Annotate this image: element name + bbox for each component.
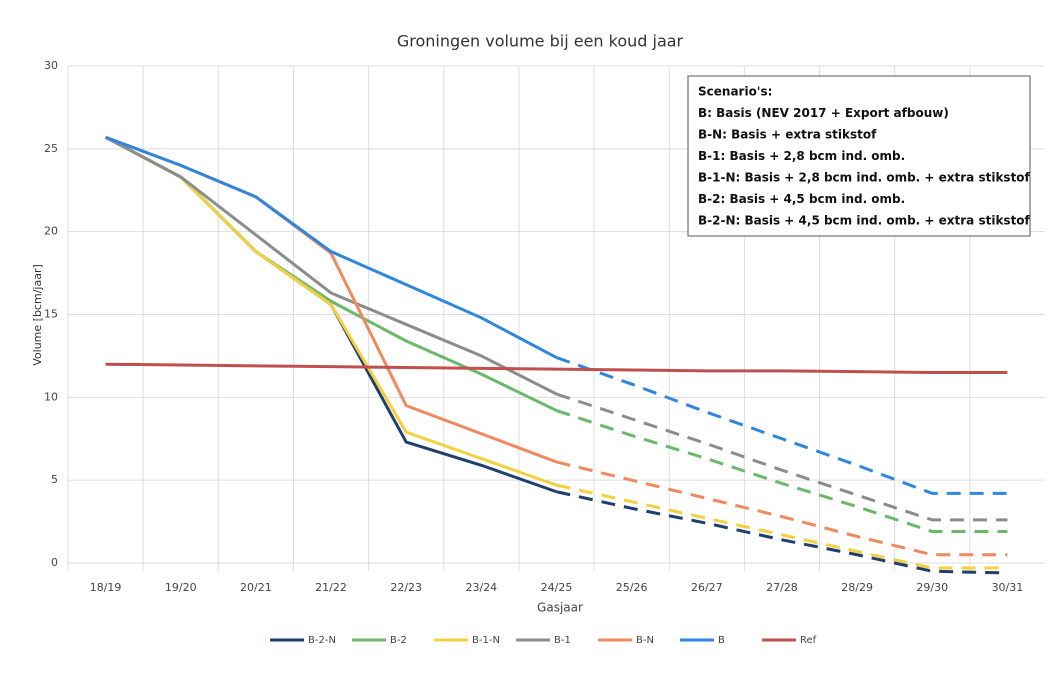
x-tick-label: 29/30 bbox=[916, 581, 948, 594]
x-axis-label: Gasjaar bbox=[537, 601, 583, 615]
y-tick-label: 5 bbox=[51, 473, 58, 486]
x-tick-label: 20/21 bbox=[240, 581, 272, 594]
y-axis-label: Volume [bcm/jaar] bbox=[31, 264, 44, 366]
y-tick-label: 15 bbox=[44, 308, 58, 321]
annotation-line: B-1: Basis + 2,8 bcm ind. omb. bbox=[698, 149, 905, 163]
y-tick-label: 0 bbox=[51, 556, 58, 569]
x-tick-label: 25/26 bbox=[616, 581, 648, 594]
line bbox=[105, 135, 558, 359]
line-dashed bbox=[556, 392, 1008, 522]
legend-label: B bbox=[718, 635, 725, 646]
line-dashed bbox=[556, 483, 1008, 570]
legend-label: B-2-N bbox=[308, 635, 336, 646]
annotation-line: B-1-N: Basis + 2,8 bcm ind. omb. + extra… bbox=[698, 171, 1031, 185]
annotation-box bbox=[687, 75, 1031, 237]
line bbox=[105, 362, 1008, 374]
annotation-line: B: Basis (NEV 2017 + Export afbouw) bbox=[698, 106, 949, 120]
x-tick-label: 23/24 bbox=[465, 581, 497, 594]
x-tick-label: 24/25 bbox=[541, 581, 573, 594]
x-tick-label: 27/28 bbox=[766, 581, 798, 594]
y-tick-label: 30 bbox=[44, 59, 58, 72]
x-tick-label: 26/27 bbox=[691, 581, 723, 594]
x-tick-label: 30/31 bbox=[992, 581, 1024, 594]
y-tick-label: 10 bbox=[44, 390, 58, 403]
y-tick-label: 20 bbox=[44, 225, 58, 238]
line-dashed bbox=[556, 356, 1008, 495]
x-tick-label: 22/23 bbox=[390, 581, 422, 594]
line-dashed bbox=[556, 490, 1008, 575]
x-tick-label: 21/22 bbox=[315, 581, 347, 594]
x-tick-label: 28/29 bbox=[841, 581, 873, 594]
line-dashed bbox=[556, 460, 1008, 557]
annotation-line: B-2-N: Basis + 4,5 bcm ind. omb. + extra… bbox=[698, 214, 1031, 228]
chart-title: Groningen volume bij een koud jaar bbox=[397, 32, 684, 51]
x-tick-label: 19/20 bbox=[165, 581, 197, 594]
line bbox=[104, 135, 558, 396]
legend-label: B-1-N bbox=[472, 635, 500, 646]
line-dashed bbox=[556, 409, 1008, 534]
legend-label: B-1 bbox=[554, 635, 571, 646]
annotation-line: Scenario's: bbox=[698, 85, 772, 99]
x-tick-label: 18/19 bbox=[90, 581, 122, 594]
annotation-line: B-N: Basis + extra stikstof bbox=[698, 128, 877, 142]
legend-label: B-2 bbox=[390, 635, 407, 646]
y-tick-label: 25 bbox=[44, 142, 58, 155]
legend-label: B-N bbox=[636, 635, 654, 646]
annotation-line: B-2: Basis + 4,5 bcm ind. omb. bbox=[698, 192, 905, 206]
legend-label: Ref bbox=[800, 635, 817, 646]
